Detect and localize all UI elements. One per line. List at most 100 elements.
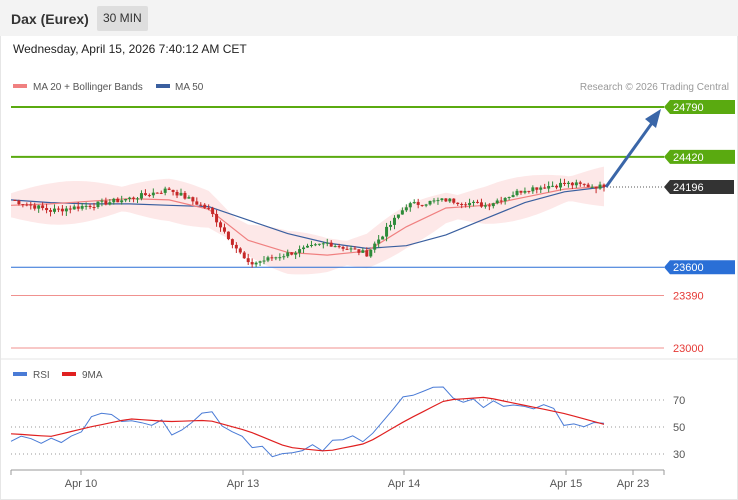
candle-body	[487, 205, 491, 207]
candle-body	[234, 244, 238, 249]
candle-body	[215, 214, 219, 223]
candle-body	[306, 245, 309, 248]
rsi-series-RSI	[10, 386, 605, 458]
candle-body	[361, 250, 365, 253]
candle-body	[412, 202, 416, 204]
candle-body	[270, 257, 274, 259]
candle-body	[313, 244, 317, 246]
candle-body	[250, 262, 254, 265]
candle-body	[578, 182, 582, 184]
candle-body	[444, 198, 448, 202]
candle-body	[100, 200, 104, 202]
copyright-text: Research © 2026 Trading Central	[580, 82, 729, 93]
candle-body	[191, 197, 195, 202]
candle-body	[598, 184, 602, 189]
rsi-lines	[10, 386, 605, 458]
candle-body	[230, 239, 234, 245]
candle-body	[547, 186, 551, 189]
candle-body	[159, 192, 163, 194]
rsi-legend-swatch	[13, 372, 27, 376]
candle-body	[436, 200, 440, 202]
candle-body	[136, 198, 140, 200]
candle-body	[37, 205, 41, 209]
candle-body	[523, 190, 527, 193]
candle-body	[353, 248, 357, 250]
timeframe-button[interactable]: 30 MIN	[97, 6, 148, 31]
bollinger-bands	[11, 166, 604, 275]
candle-body	[511, 195, 515, 198]
instrument-title: Dax (Eurex)	[11, 11, 89, 27]
candle-body	[33, 205, 37, 209]
candle-body	[262, 260, 266, 262]
candle-body	[566, 182, 570, 185]
candle-body	[139, 193, 143, 199]
target-arrow	[604, 109, 661, 188]
x-tick-label: Apr 10	[65, 478, 97, 490]
level-tag-24790	[664, 100, 735, 114]
rsi-ma-legend-label: 9MA	[82, 370, 103, 381]
candle-body	[258, 261, 262, 263]
candle-body	[282, 256, 286, 258]
ma20-legend-swatch	[13, 84, 27, 88]
candle-body	[377, 239, 381, 244]
ma50-legend-swatch	[156, 84, 170, 88]
candle-body	[183, 192, 187, 199]
candle-body	[219, 222, 223, 228]
candle-body	[112, 198, 116, 203]
arrow-shaft	[604, 122, 654, 188]
candle-body	[475, 201, 479, 203]
candle-body	[266, 257, 270, 261]
candle-body	[199, 204, 203, 206]
candle-body	[175, 191, 179, 196]
candle-body	[559, 182, 563, 188]
rsi-tick-50: 50	[673, 422, 685, 434]
candle-body	[45, 208, 49, 211]
x-tick-label: Apr 23	[617, 478, 649, 490]
candle-body	[357, 249, 361, 253]
candles	[13, 178, 606, 268]
candle-body	[594, 186, 598, 189]
candle-body	[108, 202, 112, 205]
candle-body	[448, 198, 452, 202]
candle-body	[539, 187, 543, 190]
candle-body	[531, 187, 535, 192]
candle-body	[96, 201, 100, 208]
candle-body	[570, 182, 574, 186]
candle-body	[551, 185, 555, 187]
candle-body	[171, 189, 175, 192]
rsi-tick-70: 70	[673, 395, 685, 407]
ma50-legend-label: MA 50	[175, 82, 204, 93]
candle-body	[128, 197, 132, 199]
candle-body	[527, 190, 531, 192]
candle-body	[428, 200, 432, 205]
candle-body	[238, 248, 242, 253]
candle-body	[302, 247, 306, 250]
level-tag-24196	[664, 179, 734, 194]
candle-body	[286, 252, 290, 257]
level-label-24420: 24420	[673, 152, 704, 164]
candle-body	[464, 204, 468, 206]
candle-body	[329, 242, 333, 247]
candle-body	[432, 200, 436, 202]
candle-body	[17, 200, 21, 205]
candle-body	[290, 252, 294, 255]
candle-body	[25, 204, 29, 206]
level-tag-23600	[664, 260, 735, 275]
level-label-24196: 24196	[673, 182, 704, 194]
candle-body	[13, 199, 17, 201]
candle-body	[242, 252, 246, 259]
candle-body	[76, 206, 80, 209]
rsi-series-9MA	[10, 396, 605, 452]
candle-body	[72, 206, 76, 210]
candle-body	[369, 249, 373, 257]
candle-body	[555, 185, 559, 188]
candle-body	[222, 227, 226, 232]
candle-body	[203, 204, 207, 208]
candle-body	[155, 192, 159, 194]
level-label-24790: 24790	[673, 102, 704, 114]
candle-body	[163, 188, 167, 193]
candle-body	[226, 231, 230, 240]
candle-body	[104, 200, 108, 205]
candle-body	[452, 198, 456, 203]
candle-body	[325, 242, 329, 244]
